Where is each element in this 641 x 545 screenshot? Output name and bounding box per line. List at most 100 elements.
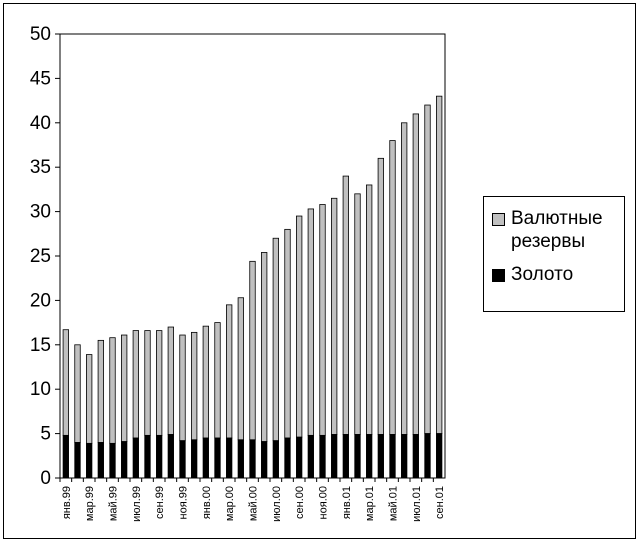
- x-tick-label: ноя.00: [318, 486, 330, 519]
- bar-reserves-24: [342, 175, 349, 435]
- bar-reserves-3: [97, 339, 104, 443]
- bar-gold-30: [412, 434, 419, 479]
- x-tick-label: янв.99: [61, 486, 73, 519]
- y-tick-label: 5: [40, 424, 51, 445]
- y-tick-label: 35: [30, 157, 51, 178]
- x-tick-label: сен.01: [434, 486, 446, 519]
- x-tick-label: июл.99: [131, 486, 143, 522]
- bar-gold-15: [237, 439, 244, 479]
- bar-reserves-14: [226, 304, 233, 439]
- bar-gold-8: [156, 434, 163, 479]
- y-tick-label: 20: [30, 290, 51, 311]
- bar-reserves-1: [74, 344, 81, 443]
- bar-reserves-22: [319, 204, 326, 436]
- legend-label-reserves: Валютные резервы: [511, 208, 603, 252]
- bar-reserves-25: [354, 193, 361, 435]
- y-tick-label: 30: [30, 202, 51, 223]
- x-tick-label: июл.00: [271, 486, 283, 522]
- bar-reserves-19: [284, 228, 291, 439]
- legend: Валютные резервы Золото: [483, 196, 625, 312]
- bar-gold-23: [331, 434, 338, 479]
- bar-gold-27: [377, 434, 384, 479]
- bar-gold-22: [319, 434, 326, 479]
- bar-reserves-31: [424, 104, 431, 434]
- bar-gold-6: [132, 437, 139, 479]
- y-tick-label: 50: [30, 24, 51, 45]
- bar-gold-31: [424, 433, 431, 479]
- y-tick-label: 10: [30, 379, 51, 400]
- bar-reserves-12: [202, 325, 209, 439]
- x-tick-label: ноя.99: [178, 486, 190, 519]
- bar-gold-5: [121, 441, 128, 479]
- x-tick-label: сен.00: [294, 486, 306, 519]
- legend-item-reserves: Валютные резервы: [492, 207, 623, 253]
- bar-gold-21: [307, 434, 314, 479]
- bar-reserves-27: [377, 157, 384, 435]
- y-tick-label: 0: [40, 468, 51, 489]
- bar-gold-19: [284, 437, 291, 479]
- x-tick-label: янв.00: [201, 486, 213, 519]
- bar-reserves-0: [62, 329, 69, 436]
- chart-frame: 0 5 10 15 20 25 30 35 40 45 50 янв.99 мар.99 май.99 ию…: [3, 3, 636, 539]
- bar-reserves-15: [237, 297, 244, 441]
- y-tick-label: 15: [30, 335, 51, 356]
- bar-reserves-29: [401, 122, 408, 435]
- legend-item-gold: Золото: [492, 263, 623, 286]
- bar-reserves-13: [214, 322, 221, 439]
- bar-reserves-8: [156, 330, 163, 436]
- bar-gold-9: [167, 434, 174, 479]
- bar-gold-25: [354, 434, 361, 479]
- bar-reserves-9: [167, 326, 174, 435]
- legend-swatch-reserves: [492, 213, 505, 226]
- bar-gold-2: [86, 442, 93, 479]
- bar-reserves-16: [249, 260, 256, 441]
- bar-reserves-30: [412, 113, 419, 435]
- bar-gold-14: [226, 437, 233, 479]
- y-tick-label: 45: [30, 68, 51, 89]
- axes-layer: 0 5 10 15 20 25 30 35 40 45 50 янв.99 мар.99 май.99 ию…: [30, 24, 446, 522]
- bar-gold-17: [261, 441, 268, 479]
- bar-reserves-7: [144, 330, 151, 436]
- bar-reserves-32: [436, 95, 443, 435]
- bar-reserves-11: [191, 331, 198, 441]
- bar-reserves-6: [132, 330, 139, 439]
- bar-reserves-21: [307, 208, 314, 436]
- stacked-bar-chart: 0 5 10 15 20 25 30 35 40 45 50 янв.99 мар.99 май.99 ию…: [30, 24, 446, 522]
- bar-gold-0: [62, 434, 69, 479]
- bar-gold-26: [366, 434, 373, 479]
- x-tick-label: май.99: [108, 486, 120, 521]
- x-tick-label: янв.01: [341, 486, 353, 519]
- x-tick-label: мар.01: [364, 486, 376, 521]
- x-tick-label: май.01: [388, 486, 400, 521]
- y-tick-label: 40: [30, 113, 51, 134]
- bar-reserves-10: [179, 334, 186, 442]
- x-tick-label: мар.00: [224, 486, 236, 521]
- bar-gold-4: [109, 442, 116, 479]
- bar-gold-32: [436, 433, 443, 479]
- bar-gold-12: [202, 437, 209, 479]
- bar-reserves-18: [272, 237, 279, 442]
- bar-gold-20: [296, 436, 303, 479]
- legend-label-gold: Золото: [511, 264, 574, 285]
- bars-layer: [62, 95, 443, 479]
- bar-gold-29: [401, 434, 408, 479]
- bar-reserves-23: [331, 197, 338, 435]
- bar-gold-10: [179, 440, 186, 479]
- bar-gold-1: [74, 442, 81, 479]
- bar-gold-13: [214, 437, 221, 479]
- bar-gold-28: [389, 434, 396, 479]
- bar-gold-11: [191, 439, 198, 479]
- bar-gold-7: [144, 434, 151, 479]
- x-tick-label: сен.99: [154, 486, 166, 519]
- bar-reserves-26: [366, 184, 373, 435]
- y-tick-label: 25: [30, 246, 51, 267]
- legend-swatch-gold: [492, 269, 505, 282]
- bar-gold-18: [272, 440, 279, 479]
- x-tick-label: май.00: [248, 486, 260, 521]
- bar-reserves-28: [389, 140, 396, 435]
- bar-reserves-20: [296, 215, 303, 438]
- x-tick-label: мар.99: [84, 486, 96, 521]
- bar-reserves-2: [86, 354, 93, 444]
- bar-gold-16: [249, 439, 256, 479]
- x-tick-label: июл.01: [411, 486, 423, 522]
